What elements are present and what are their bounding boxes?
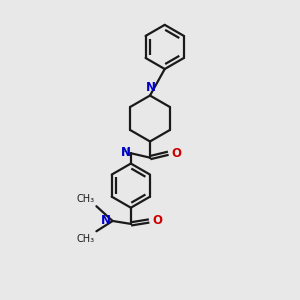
Text: N: N bbox=[121, 146, 131, 159]
Text: CH₃: CH₃ bbox=[77, 234, 95, 244]
Text: O: O bbox=[171, 147, 181, 160]
Text: N: N bbox=[146, 81, 156, 94]
Text: O: O bbox=[152, 214, 162, 227]
Text: N: N bbox=[101, 214, 111, 226]
Text: CH₃: CH₃ bbox=[77, 194, 95, 204]
Text: H: H bbox=[121, 148, 128, 158]
